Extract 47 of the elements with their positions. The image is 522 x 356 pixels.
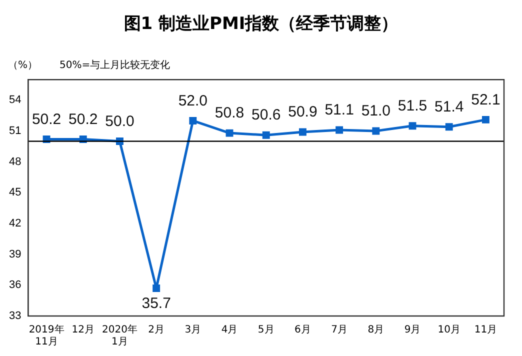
- y-tick-label: 36: [8, 279, 22, 292]
- point: [482, 116, 490, 124]
- data-label: 51.5: [398, 97, 428, 114]
- x-tick-label: 8月: [368, 324, 384, 336]
- data-label: 50.2: [32, 110, 62, 128]
- point: [152, 284, 160, 292]
- chart-title: 图1 制造业PMI指数（经季节调整）: [122, 13, 400, 35]
- y-tick-label: 45: [8, 186, 22, 199]
- x-tick-label: 3月: [184, 324, 202, 336]
- point: [408, 122, 416, 130]
- data-label: 51.4: [434, 98, 464, 116]
- point: [226, 129, 234, 137]
- x-tick-label: 11月: [474, 324, 498, 336]
- point: [189, 116, 197, 124]
- x-tick-label: 12月: [72, 324, 94, 336]
- data-label: 50.2: [68, 110, 98, 128]
- point: [445, 123, 453, 131]
- point: [336, 126, 344, 134]
- point: [372, 127, 380, 135]
- data-label: 51.1: [324, 102, 354, 119]
- x-tick-label: 9月: [404, 324, 421, 336]
- x-tick-label: 2020年 1月: [102, 324, 138, 348]
- data-label: 52.1: [471, 91, 500, 108]
- point: [262, 131, 270, 139]
- data-label: 51.0: [361, 102, 391, 120]
- x-tick-label: 4月: [221, 324, 238, 336]
- x-tick-label: 5月: [258, 324, 274, 336]
- y-tick-label: 33: [8, 310, 22, 322]
- x-tick-label: 6月: [294, 324, 311, 336]
- text: （%）: [8, 60, 38, 71]
- data-label: 50.0: [105, 112, 134, 130]
- y-tick-label: 48: [8, 156, 22, 168]
- data-label: 52.0: [178, 92, 208, 110]
- data-label: 35.7: [142, 294, 171, 312]
- x-tick-label: 2019年 11月: [28, 324, 64, 348]
- y-tick-label: 39: [8, 248, 22, 260]
- x-tick-label: 7月: [331, 324, 348, 336]
- data-label: 50.6: [252, 106, 281, 124]
- x-tick-label: 2月: [148, 324, 165, 336]
- y-tick-label: 42: [8, 218, 22, 230]
- data-label: 50.8: [214, 104, 244, 122]
- text: 50%=与上月比较无变化: [60, 60, 170, 71]
- point: [298, 128, 306, 136]
- y-tick-label: 54: [8, 94, 22, 106]
- y-tick-label: 51: [8, 125, 22, 138]
- x-tick-label: 10月: [438, 324, 460, 336]
- data-label: 50.9: [288, 104, 318, 121]
